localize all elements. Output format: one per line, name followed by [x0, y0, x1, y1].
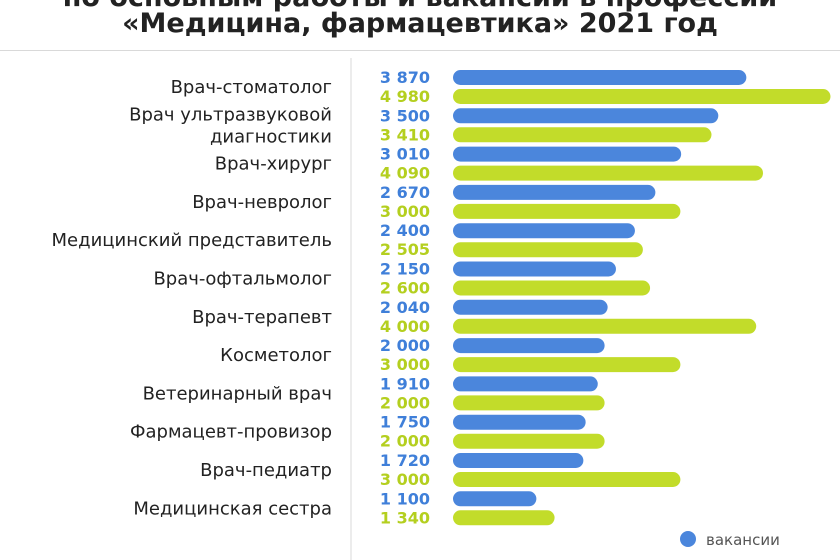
bar-vacancies: [453, 184, 656, 200]
value-label-salary: 4 000: [380, 317, 430, 336]
value-label-salary: 2 000: [380, 432, 430, 451]
value-label-vacancies: 3 010: [380, 145, 430, 164]
chart-title-line-1: по основным работы и вакансии в професси…: [0, 0, 840, 13]
chart-title-line-2: «Медицина, фармацевтика» 2021 год: [122, 8, 718, 39]
bar-salary: [453, 433, 605, 449]
value-label-salary: 1 340: [380, 508, 430, 527]
category-label: Врач-стоматолог: [171, 77, 332, 98]
category-label: Врач ультразвуковой: [129, 104, 332, 125]
value-label-vacancies: 1 100: [380, 489, 430, 508]
bar-salary: [453, 357, 681, 373]
value-label-salary: 2 600: [380, 279, 430, 298]
category-label: Врач-хирург: [215, 154, 332, 175]
value-label-vacancies: 1 750: [380, 413, 430, 432]
value-label-salary: 2 000: [380, 393, 430, 412]
title-divider: [0, 50, 840, 51]
value-label-vacancies: 2 040: [380, 298, 430, 317]
category-label: Фармацевт-провизор: [130, 422, 332, 443]
category-label: Косметолог: [220, 345, 332, 366]
bar-vacancies: [453, 338, 605, 354]
value-label-salary: 4 090: [380, 164, 430, 183]
value-label-salary: 3 000: [380, 202, 430, 221]
bar-vacancies: [453, 261, 616, 277]
value-label-salary: 4 980: [380, 87, 430, 106]
bar-salary: [453, 89, 831, 104]
value-label-vacancies: 3 870: [380, 68, 430, 87]
value-label-salary: 2 505: [380, 240, 430, 259]
value-label-salary: 3 410: [380, 125, 430, 144]
bar-vacancies: [453, 376, 598, 392]
category-label: Врач-педиатр: [200, 460, 332, 481]
bar-vacancies: [453, 70, 747, 85]
legend-label-vacancies: вакансии: [706, 531, 780, 549]
value-label-vacancies: 1 910: [380, 374, 430, 393]
category-label: Врач-офтальмолог: [153, 269, 332, 290]
category-label: Врач-невролог: [192, 192, 332, 213]
value-label-vacancies: 2 670: [380, 183, 430, 202]
bar-salary: [453, 280, 651, 296]
bar-salary: [453, 203, 681, 219]
value-label-vacancies: 2 400: [380, 221, 430, 240]
category-label: Врач-терапевт: [192, 307, 332, 328]
value-label-vacancies: 3 500: [380, 106, 430, 125]
bar-vacancies: [453, 108, 719, 124]
category-label: диагностики: [210, 126, 332, 147]
bar-vacancies: [453, 414, 586, 430]
bar-salary: [453, 242, 643, 258]
bar-vacancies: [453, 491, 537, 507]
bar-vacancies: [453, 223, 635, 239]
bar-salary: [453, 472, 681, 487]
value-label-salary: 3 000: [380, 470, 430, 489]
bar-salary: [453, 165, 764, 181]
value-label-salary: 3 000: [380, 355, 430, 374]
bar-salary: [453, 395, 605, 411]
legend-marker-vacancies: [680, 531, 696, 547]
bar-vacancies: [453, 453, 584, 468]
bar-salary: [453, 127, 712, 143]
bar-vacancies: [453, 299, 608, 315]
category-label: Ветеринарный врач: [143, 383, 332, 404]
category-label: Медицинский представитель: [52, 230, 332, 251]
category-label: Медицинская сестра: [133, 498, 332, 519]
value-label-vacancies: 2 000: [380, 336, 430, 355]
value-label-vacancies: 2 150: [380, 260, 430, 279]
bar-vacancies: [453, 146, 682, 162]
value-label-vacancies: 1 720: [380, 451, 430, 470]
bar-salary: [453, 510, 555, 526]
bar-salary: [453, 318, 757, 334]
